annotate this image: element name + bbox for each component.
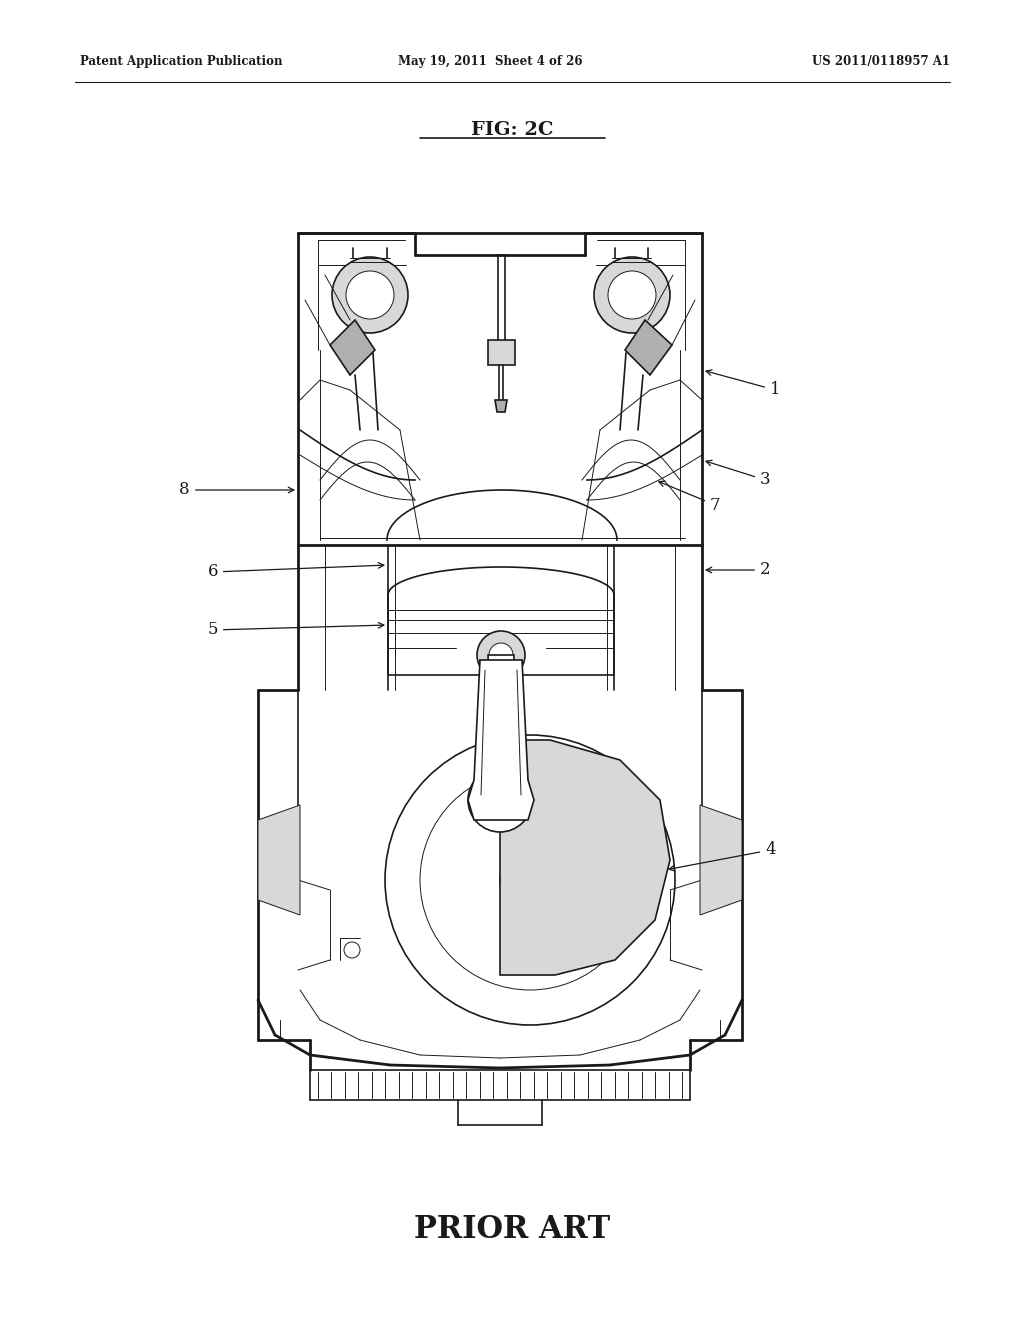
Polygon shape xyxy=(488,341,515,366)
Polygon shape xyxy=(495,400,507,412)
Circle shape xyxy=(594,257,670,333)
Circle shape xyxy=(489,643,513,667)
Polygon shape xyxy=(700,805,742,915)
Text: 8: 8 xyxy=(179,482,294,499)
Text: 4: 4 xyxy=(669,842,775,871)
Text: PRIOR ART: PRIOR ART xyxy=(414,1214,610,1246)
Circle shape xyxy=(608,271,656,319)
Polygon shape xyxy=(488,655,514,800)
Text: 1: 1 xyxy=(706,370,780,399)
Text: May 19, 2011  Sheet 4 of 26: May 19, 2011 Sheet 4 of 26 xyxy=(397,55,583,69)
Text: 6: 6 xyxy=(208,562,384,581)
Polygon shape xyxy=(258,805,300,915)
Polygon shape xyxy=(500,741,670,975)
Polygon shape xyxy=(330,319,375,375)
Circle shape xyxy=(477,631,525,678)
Circle shape xyxy=(344,942,360,958)
Polygon shape xyxy=(625,319,672,375)
Circle shape xyxy=(500,850,560,909)
Text: FIG: 2C: FIG: 2C xyxy=(471,121,553,139)
Text: Patent Application Publication: Patent Application Publication xyxy=(80,55,283,69)
Circle shape xyxy=(346,271,394,319)
Circle shape xyxy=(332,257,408,333)
Circle shape xyxy=(485,784,517,816)
Text: 7: 7 xyxy=(658,482,721,513)
Text: 3: 3 xyxy=(706,461,771,488)
Text: US 2011/0118957 A1: US 2011/0118957 A1 xyxy=(812,55,950,69)
Text: 2: 2 xyxy=(707,561,771,578)
Text: 5: 5 xyxy=(208,622,384,639)
Polygon shape xyxy=(468,660,534,820)
Circle shape xyxy=(471,770,531,830)
Circle shape xyxy=(468,768,532,832)
